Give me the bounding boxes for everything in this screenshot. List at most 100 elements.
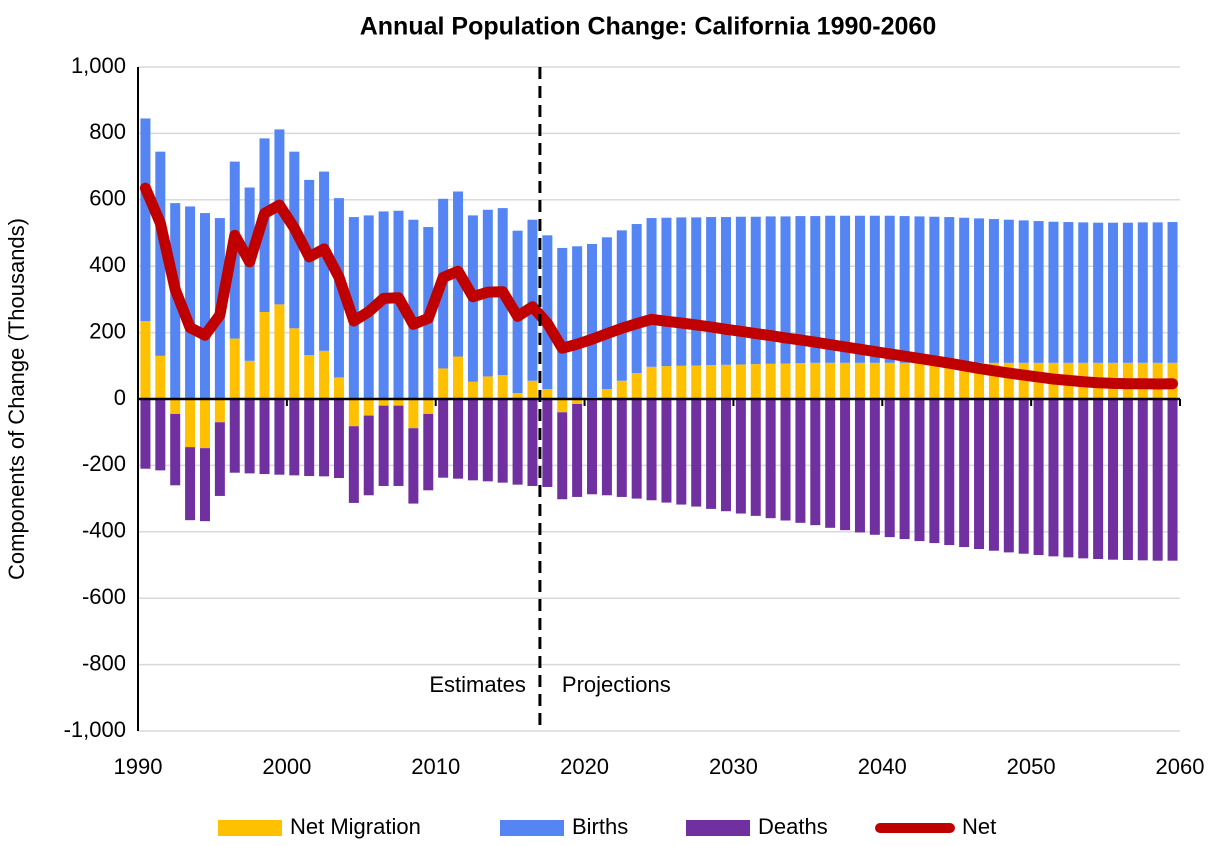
bar xyxy=(408,219,419,399)
bar xyxy=(378,405,389,486)
bar xyxy=(810,362,821,399)
y-tick-label: 200 xyxy=(89,318,126,343)
bar xyxy=(914,362,925,399)
bar xyxy=(646,218,657,367)
bar xyxy=(706,217,717,366)
bar xyxy=(363,399,374,416)
bar xyxy=(542,389,553,399)
bar xyxy=(1122,222,1133,363)
bar xyxy=(185,447,196,521)
bar xyxy=(408,428,419,504)
bar xyxy=(587,243,598,398)
bar xyxy=(974,362,985,399)
y-tick-label: 400 xyxy=(89,252,126,277)
bar xyxy=(1078,399,1089,559)
bar xyxy=(140,320,151,399)
bar xyxy=(735,216,746,365)
bar xyxy=(676,217,687,366)
bar xyxy=(274,129,285,305)
bar xyxy=(810,399,821,526)
chart-title: Annual Population Change: California 199… xyxy=(360,13,937,41)
bar xyxy=(1108,399,1119,560)
bar xyxy=(676,365,687,399)
bar xyxy=(854,215,865,363)
x-tick-label: 2010 xyxy=(411,754,460,779)
bar xyxy=(1003,362,1014,399)
bar xyxy=(795,216,806,364)
bar xyxy=(259,312,270,399)
bar xyxy=(512,399,523,485)
bar xyxy=(348,399,359,427)
bar xyxy=(854,362,865,399)
bar xyxy=(185,399,196,448)
bar xyxy=(1167,222,1178,363)
bar xyxy=(750,399,761,516)
bar xyxy=(1018,362,1029,399)
bar xyxy=(631,373,642,399)
bar xyxy=(974,218,985,363)
bar xyxy=(884,399,895,538)
bar xyxy=(170,399,181,414)
bar xyxy=(527,399,538,486)
bar xyxy=(259,399,270,475)
bar xyxy=(869,399,880,535)
bar xyxy=(929,362,940,399)
bar xyxy=(825,399,836,528)
bar xyxy=(1063,222,1074,363)
bar xyxy=(899,362,910,399)
x-tick-label: 2020 xyxy=(560,754,609,779)
bar xyxy=(661,366,672,399)
bar xyxy=(601,389,612,399)
bar xyxy=(572,399,583,404)
bar xyxy=(438,368,449,399)
bar xyxy=(155,355,166,399)
bar xyxy=(944,217,955,363)
bar xyxy=(587,399,598,495)
bar xyxy=(1063,399,1074,558)
bar xyxy=(959,362,970,399)
bar xyxy=(423,413,434,491)
bar xyxy=(616,380,627,399)
legend-label: Deaths xyxy=(758,814,828,839)
bar xyxy=(959,217,970,363)
bar xyxy=(988,362,999,399)
bar xyxy=(1033,221,1044,363)
net-line xyxy=(139,182,1179,390)
bar xyxy=(289,328,300,399)
legend-swatch xyxy=(686,820,750,836)
bar xyxy=(601,399,612,496)
bar xyxy=(1108,222,1119,363)
bar xyxy=(691,399,702,507)
bar xyxy=(1122,399,1133,561)
bar xyxy=(661,217,672,367)
bar xyxy=(765,216,776,364)
legend-swatch xyxy=(218,820,282,836)
bar xyxy=(497,375,508,399)
bar xyxy=(199,448,210,522)
bar xyxy=(929,216,940,363)
x-tick-label: 2050 xyxy=(1007,754,1056,779)
bar xyxy=(795,399,806,523)
y-tick-label: -400 xyxy=(82,518,126,543)
bar xyxy=(750,216,761,365)
bar xyxy=(244,187,255,361)
bar xyxy=(914,399,925,542)
bar xyxy=(199,213,210,399)
bar xyxy=(706,399,717,509)
bar xyxy=(988,399,999,551)
bar xyxy=(1152,399,1163,561)
bar xyxy=(765,399,776,519)
bar xyxy=(348,426,359,503)
y-tick-label: -1,000 xyxy=(64,717,126,742)
bar xyxy=(720,217,731,365)
bar xyxy=(840,362,851,399)
bar xyxy=(1152,222,1163,363)
bar xyxy=(974,399,985,550)
bar xyxy=(333,399,344,479)
y-tick-label: -600 xyxy=(82,584,126,609)
bar xyxy=(616,399,627,497)
bar xyxy=(527,219,538,381)
bar xyxy=(810,216,821,363)
bar xyxy=(795,363,806,399)
